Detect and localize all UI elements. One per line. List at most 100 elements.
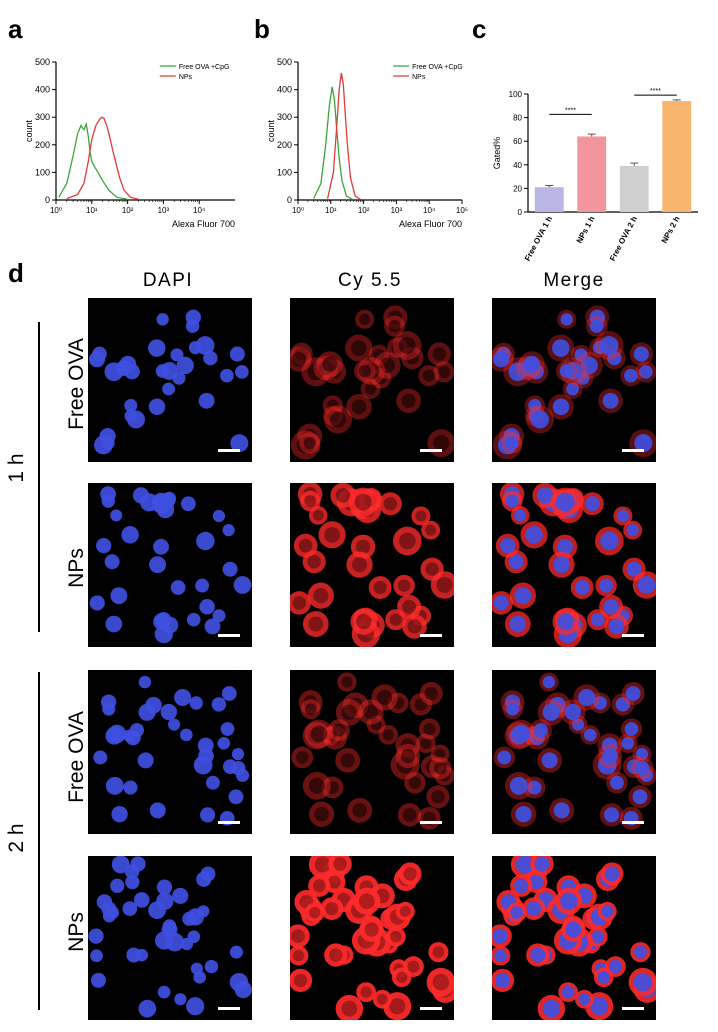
nucleus: [93, 750, 108, 765]
y-tick-label: 80: [513, 114, 522, 123]
cytoplasm-signal: [293, 533, 318, 558]
scale-bar: [218, 449, 240, 452]
nucleus: [557, 613, 575, 631]
nucleus: [180, 728, 193, 742]
nucleus: [198, 748, 214, 764]
cytoplasm-signal: [384, 315, 406, 337]
cytoplasm-signal: [366, 715, 386, 735]
nucleus: [635, 748, 649, 761]
nucleus: [212, 609, 226, 623]
nucleus-shadow: [425, 760, 439, 774]
nucleus: [542, 999, 561, 1018]
column-header-merge: Merge: [543, 270, 605, 291]
cytoplasm-signal: [396, 388, 421, 414]
cytoplasm-signal: [395, 733, 421, 758]
nucleus: [88, 351, 106, 368]
nucleus: [530, 947, 546, 963]
nucleus: [633, 945, 647, 959]
nucleus-shadow: [325, 730, 337, 742]
bar: [534, 187, 564, 212]
micrograph-image: [492, 483, 656, 647]
micrograph-image: [492, 305, 656, 460]
nucleus: [561, 985, 575, 999]
nucleus-shadow: [399, 905, 411, 917]
nucleus: [560, 313, 573, 326]
nucleus-shadow: [327, 410, 339, 422]
nucleus-shadow: [402, 599, 417, 614]
micrograph-image: [492, 856, 656, 1020]
bar: [577, 136, 607, 212]
cytoplasm-signal: [302, 771, 331, 800]
nucleus-shadow: [310, 725, 328, 743]
nucleus: [122, 901, 138, 916]
nucleus-shadow: [293, 973, 308, 988]
nucleus-shadow: [329, 411, 347, 428]
nucleus-shadow: [302, 428, 317, 444]
nucleus-shadow: [324, 526, 340, 543]
x-tick-label: Free OVA 2 h: [608, 215, 639, 263]
cytoplasm-signal: [335, 747, 361, 773]
nucleus: [504, 436, 519, 450]
nucleus-shadow: [359, 313, 371, 325]
nucleus: [609, 775, 624, 790]
nucleus: [635, 760, 650, 776]
nucleus: [615, 697, 631, 712]
nucleus-shadow: [400, 748, 416, 764]
nucleus-shadow: [364, 383, 377, 395]
nucleus: [121, 526, 139, 544]
x-tick-label: 10²: [122, 206, 134, 215]
nucleus-shadow: [341, 676, 353, 688]
nucleus-shadow: [351, 557, 368, 573]
y-tick-label: 500: [35, 57, 50, 67]
nucleus: [492, 351, 510, 368]
cytoplasm-signal: [390, 750, 420, 780]
nucleus: [560, 892, 578, 910]
nucleus-shadow: [356, 613, 372, 630]
nucleus-shadow: [374, 372, 387, 385]
nucleus-shadow: [403, 867, 417, 881]
nucleus: [497, 750, 512, 765]
x-tick-label: NPs 1 h: [575, 215, 597, 245]
nucleus-shadow: [354, 493, 372, 511]
nucleus: [138, 999, 157, 1018]
bar-chart-c: 0 20 40 60 80 100 Gated% Free OVA 1 h NPs 1 h Fre…: [492, 88, 698, 263]
nucleus: [204, 959, 219, 974]
nucleus-shadow: [405, 351, 419, 365]
nucleus-shadow: [312, 509, 324, 521]
cytoplasm-signal: [429, 757, 452, 780]
nucleus: [600, 531, 619, 551]
nucleus: [110, 878, 125, 893]
nucleus-shadow: [292, 596, 307, 610]
cytoplasm-signal: [353, 360, 376, 382]
cytoplasm-signal: [411, 506, 431, 526]
nucleus: [602, 392, 619, 409]
nucleus: [110, 587, 128, 605]
nucleus: [528, 398, 542, 413]
cytoplasm-signal: [357, 357, 386, 385]
nucleus-shadow: [333, 857, 347, 871]
nucleus: [102, 702, 116, 716]
nucleus-shadow: [327, 875, 341, 889]
nucleus: [559, 364, 574, 378]
nucleus: [553, 802, 570, 819]
nucleus: [105, 615, 123, 633]
micrograph-dapi-row-2: [88, 483, 252, 647]
nucleus-shadow: [296, 436, 314, 454]
x-tick-label: 10⁴: [423, 206, 436, 215]
nucleus-shadow: [341, 1000, 358, 1017]
y-tick-label: 100: [35, 167, 50, 177]
nucleus-shadow: [433, 761, 447, 775]
nucleus: [174, 993, 187, 1006]
nucleus: [231, 760, 246, 776]
nucleus: [505, 494, 519, 508]
nucleus: [531, 410, 550, 429]
nucleus-shadow: [307, 555, 321, 569]
nucleus-shadow: [326, 399, 339, 412]
nucleus-shadow: [401, 393, 416, 408]
micrograph-merge-row-4: [492, 856, 656, 1020]
nucleus: [624, 722, 639, 736]
cytoplasm-signal: [327, 719, 350, 742]
cytoplasm-signal: [434, 765, 454, 786]
nucleus: [604, 866, 620, 882]
nucleus: [542, 703, 560, 721]
